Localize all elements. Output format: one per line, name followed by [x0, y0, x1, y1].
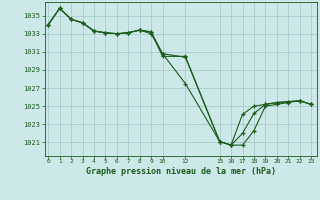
- X-axis label: Graphe pression niveau de la mer (hPa): Graphe pression niveau de la mer (hPa): [86, 167, 276, 176]
